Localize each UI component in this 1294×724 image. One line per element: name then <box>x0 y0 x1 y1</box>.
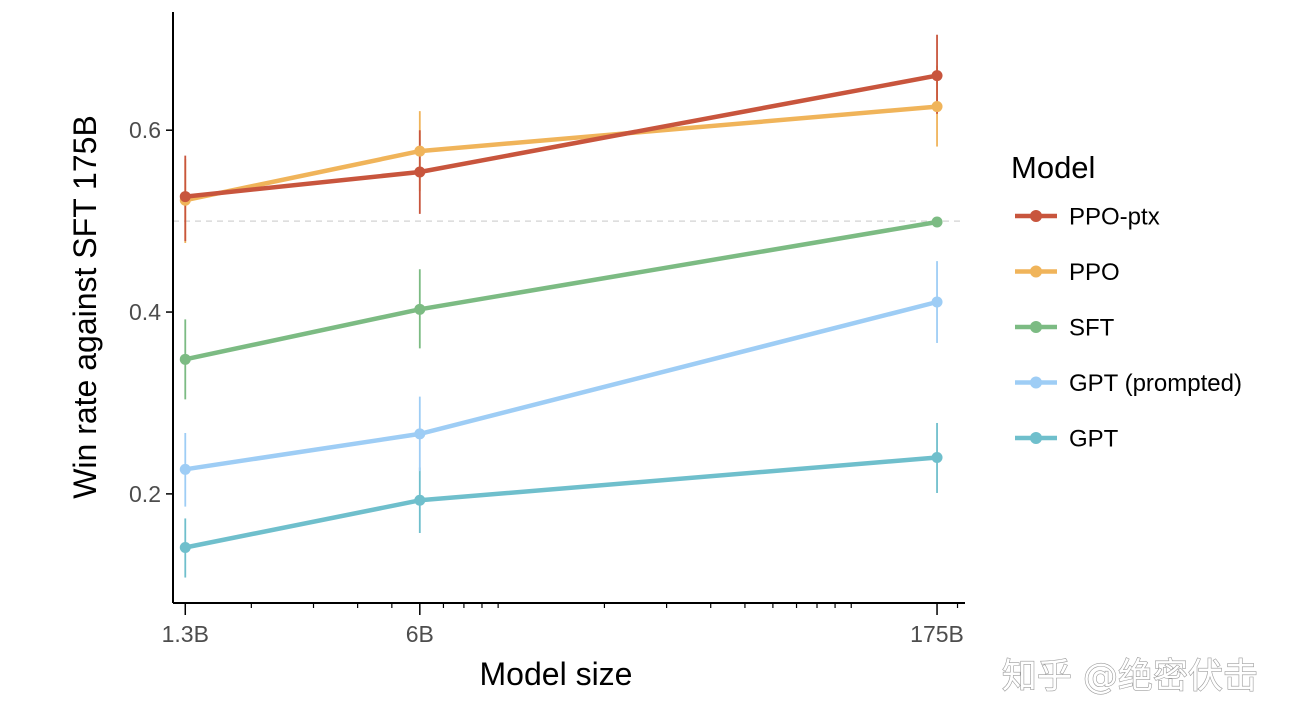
series-lines <box>183 73 940 550</box>
data-point-gpt-prompted <box>414 428 426 440</box>
legend-label: SFT <box>1069 315 1115 342</box>
data-point-gpt <box>414 494 426 506</box>
series-line-gpt <box>183 455 940 550</box>
data-point-gpt-prompted <box>179 463 191 475</box>
watermark: 知乎 @绝密伏击 <box>1002 657 1258 697</box>
data-points <box>179 70 943 554</box>
series-line-gpt-prompted <box>183 299 940 472</box>
y-tick-label: 0.2 <box>129 481 161 507</box>
data-point-ppo <box>931 101 943 113</box>
data-point-ppo-ptx <box>931 70 943 82</box>
data-point-ppo-ptx <box>179 191 191 203</box>
x-tick-label: 6B <box>406 621 434 647</box>
legend-item-ppo-ptx: PPO-ptx <box>1015 204 1160 231</box>
data-point-ppo-ptx <box>414 166 426 178</box>
legend-title: Model <box>1011 150 1095 185</box>
legend-swatch-dot <box>1030 376 1042 389</box>
legend-label: PPO <box>1069 259 1120 286</box>
x-tick-label: 1.3B <box>162 621 209 647</box>
legend-swatch-dot <box>1030 321 1042 333</box>
legend-label: PPO-ptx <box>1069 204 1160 231</box>
data-point-sft <box>179 353 191 365</box>
data-point-sft <box>414 303 426 315</box>
y-tick-label: 0.4 <box>129 299 161 325</box>
legend: Model PPO-ptx PPO SFT GPT (prompted) GPT <box>1011 150 1242 453</box>
legend-label: GPT (prompted) <box>1069 370 1242 397</box>
legend-item-gpt-prompted: GPT (prompted) <box>1015 370 1242 397</box>
legend-item-gpt: GPT <box>1015 426 1119 453</box>
data-point-gpt-prompted <box>931 296 943 308</box>
x-tick-label: 175B <box>910 621 964 647</box>
data-point-gpt <box>179 542 191 554</box>
data-point-ppo <box>414 145 426 157</box>
data-point-gpt <box>931 452 943 464</box>
axes: 0.2 0.4 0.6 1.3B 6B 175B <box>129 12 965 647</box>
y-axis-title: Win rate against SFT 175B <box>67 115 103 499</box>
series-line-sft <box>183 219 940 362</box>
legend-swatch-dot <box>1030 265 1042 278</box>
legend-item-ppo: PPO <box>1015 259 1120 286</box>
data-point-sft <box>931 216 943 228</box>
legend-item-sft: SFT <box>1015 315 1115 342</box>
x-axis-title: Model size <box>480 656 633 692</box>
legend-swatch-dot <box>1030 210 1042 222</box>
legend-label: GPT <box>1069 426 1119 453</box>
legend-swatch-dot <box>1030 432 1042 444</box>
y-tick-label: 0.6 <box>129 117 161 143</box>
